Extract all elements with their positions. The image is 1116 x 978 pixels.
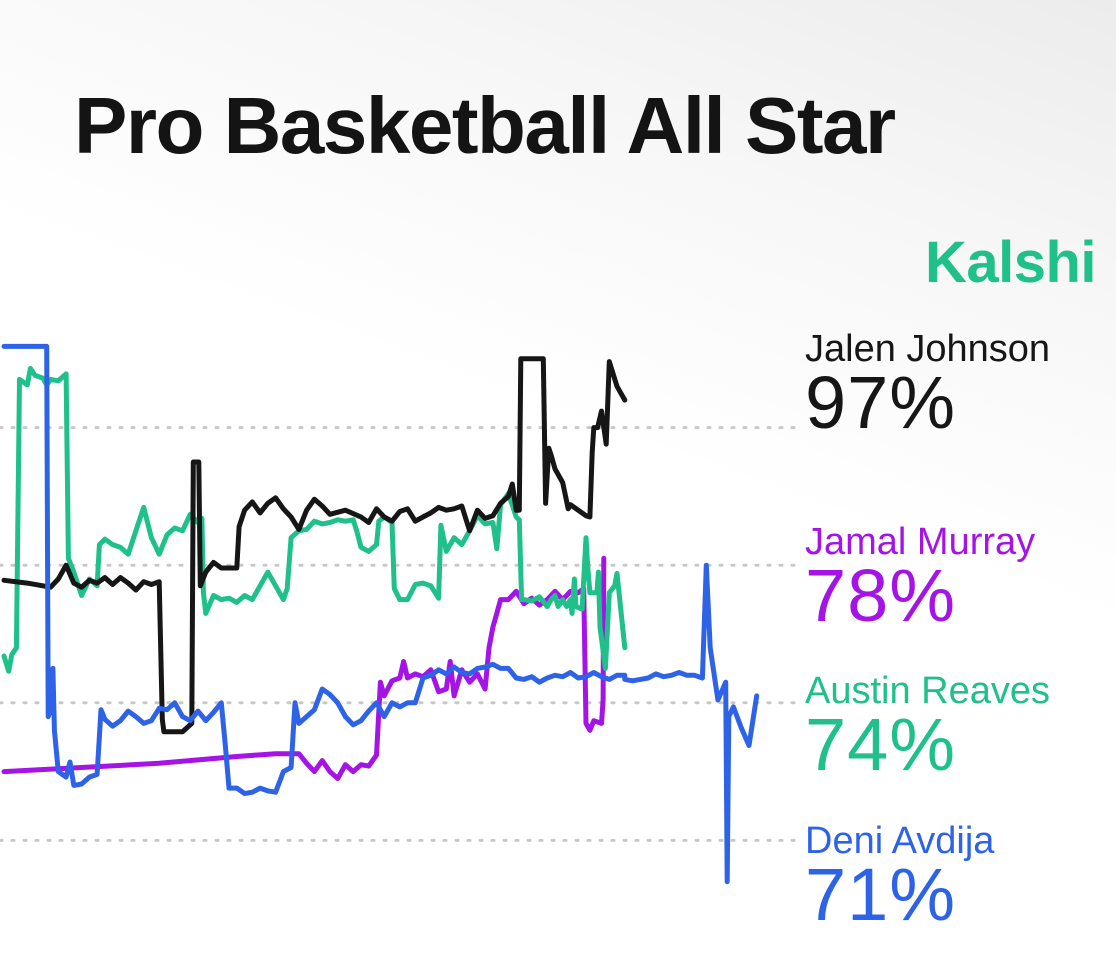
series-line-austin-reaves [1,365,628,674]
brand-logo: Kalshi [924,230,1097,295]
legend-name: Deni Avdija [805,820,995,862]
chart-title: Pro Basketball All Star [74,81,896,170]
legend-value: 78% [805,554,957,637]
gridlines [0,426,802,842]
legend-name: Austin Reaves [805,670,1051,712]
legend-jamal-murray: Jamal Murray 78% [805,523,1035,633]
legend-value: 97% [805,361,957,444]
legend-name: Jamal Murray [805,521,1036,563]
legend-value: 74% [805,703,957,786]
legend-jalen-johnson: Jalen Johnson 97% [805,330,1050,440]
series-line-jamal-murray [1,555,607,781]
legend-deni-avdija: Deni Avdija 71% [805,822,994,932]
series-line-jalen-johnson [1,356,628,735]
series-line-deni-avdija [1,343,760,885]
legend-value: 71% [805,853,957,936]
series-lines [1,343,760,885]
legend-name: Jalen Johnson [805,328,1051,370]
legend-austin-reaves: Austin Reaves 74% [805,672,1050,782]
